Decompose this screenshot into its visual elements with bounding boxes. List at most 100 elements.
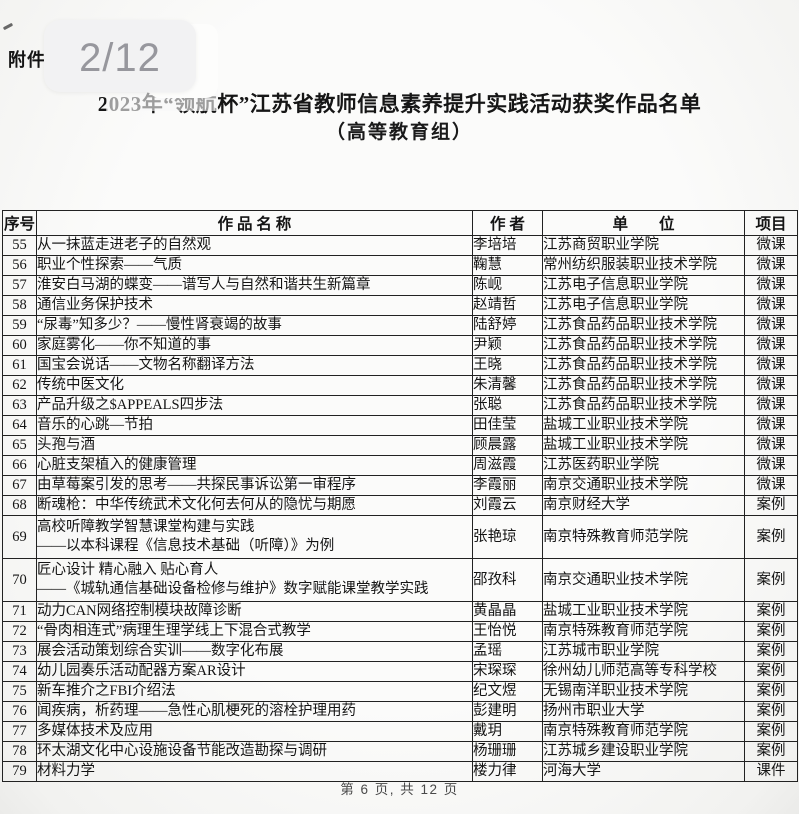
table-row: 65 头孢与酒 顾晨露 盐城工业职业技术学院 微课 <box>2 435 798 456</box>
cell-title: 国宝会说话——文物名称翻译方法 <box>36 355 473 376</box>
cell-category: 微课 <box>744 475 798 496</box>
cell-no: 78 <box>2 741 37 762</box>
table-row: 57 淮安白马湖的蝶变——谱写人与自然和谐共生新篇章 陈岘 江苏电子信息职业学院 微课 <box>2 275 798 296</box>
cell-no: 71 <box>2 601 37 622</box>
table-row: 79 材料力学 楼力律 河海大学 课件 <box>2 761 798 782</box>
cell-no: 69 <box>2 515 37 559</box>
cell-author: 李霞丽 <box>472 475 543 496</box>
cell-title: 匠心设计 精心融入 贴心育人 ——《城轨通信基础设备检修与维护》数字赋能课堂教学实… <box>36 558 473 602</box>
title-line: 闻疾病，析药理——急性心肌梗死的溶栓护理用药 <box>37 703 357 719</box>
title-line: 环太湖文化中心设施设备节能改造勘探与调研 <box>37 743 328 759</box>
cell-title: 音乐的心跳—节拍 <box>36 415 473 436</box>
cell-unit: 常州纺织服装职业技术学院 <box>542 255 745 276</box>
cell-unit: 江苏城乡建设职业学院 <box>542 741 745 762</box>
cell-author: 王怡悦 <box>472 621 543 642</box>
title-line: 动力CAN网络控制模块故障诊断 <box>37 603 242 619</box>
table-row: 67 由草莓案引发的思考——共探民事诉讼第一审程序 李霞丽 南京交通职业技术学院 微课 <box>2 475 798 496</box>
column-header-category: 项目 <box>744 210 798 236</box>
title-line: 匠心设计 精心融入 贴心育人 <box>37 562 219 578</box>
title-line: 淮安白马湖的蝶变——谱写人与自然和谐共生新篇章 <box>37 277 371 293</box>
table-row: 75 新车推介之FBI介绍法 纪文煜 无锡南洋职业技术学院 案例 <box>2 681 798 702</box>
cell-unit: 江苏城市职业学院 <box>542 641 745 662</box>
cell-title: 多媒体技术及应用 <box>36 721 473 742</box>
cell-author: 戴玥 <box>472 721 543 742</box>
cell-unit: 盐城工业职业技术学院 <box>542 601 745 622</box>
cell-category: 课件 <box>744 761 798 782</box>
cell-no: 73 <box>2 641 37 662</box>
cell-title: 产品升级之$APPEALS四步法 <box>36 395 473 416</box>
cell-title: 断魂枪：中华传统武术文化何去何从的隐忧与期愿 <box>36 495 473 516</box>
cell-no: 70 <box>2 558 37 602</box>
table-header-row: 序号 作 品 名 称 作 者 单 位 项目 <box>2 210 798 236</box>
cell-title: 淮安白马湖的蝶变——谱写人与自然和谐共生新篇章 <box>36 275 473 296</box>
cell-author: 田佳莹 <box>472 415 543 436</box>
table-row: 73 展会活动策划综合实训——数字化布展 孟瑶 江苏城市职业学院 案例 <box>2 641 798 662</box>
cell-no: 56 <box>2 255 37 276</box>
cell-unit: 江苏食品药品职业技术学院 <box>542 355 745 376</box>
cell-author: 彭建明 <box>472 701 543 722</box>
cell-author: 张聪 <box>472 395 543 416</box>
title-line: 新车推介之FBI介绍法 <box>37 683 176 699</box>
cell-unit: 江苏食品药品职业技术学院 <box>542 395 745 416</box>
title-line: 幼儿园奏乐活动配器方案AR设计 <box>37 663 246 679</box>
cell-unit: 江苏食品药品职业技术学院 <box>542 315 745 336</box>
title-line: 头孢与酒 <box>37 437 96 453</box>
table-row: 74 幼儿园奏乐活动配器方案AR设计 宋琛琛 徐州幼儿师范高等专科学校 案例 <box>2 661 798 682</box>
cell-author: 周滋霞 <box>472 455 543 476</box>
cell-title: 从一抹蓝走进老子的自然观 <box>36 235 473 256</box>
cell-title: 家庭雾化——你不知道的事 <box>36 335 473 356</box>
cell-category: 案例 <box>744 661 798 682</box>
column-header-title: 作 品 名 称 <box>36 210 473 236</box>
cell-author: 刘霞云 <box>472 495 543 516</box>
title-line: ——《城轨通信基础设备检修与维护》数字赋能课堂教学实践 <box>37 581 429 597</box>
title-line: 通信业务保护技术 <box>37 297 154 313</box>
cell-unit: 南京特殊教育师范学院 <box>542 621 745 642</box>
title-line: 高校听障教学智慧课堂构建与实践 <box>37 519 255 535</box>
cell-unit: 南京交通职业技术学院 <box>542 558 745 602</box>
cell-no: 62 <box>2 375 37 396</box>
cell-title: 头孢与酒 <box>36 435 473 456</box>
cell-unit: 南京财经大学 <box>542 495 745 516</box>
column-header-no: 序号 <box>2 210 37 236</box>
cell-category: 微课 <box>744 255 798 276</box>
cell-author: 朱清馨 <box>472 375 543 396</box>
title-line: 由草莓案引发的思考——共探民事诉讼第一审程序 <box>37 477 357 493</box>
cell-title: 通信业务保护技术 <box>36 295 473 316</box>
cell-title: 高校听障教学智慧课堂构建与实践 ——以本科课程《信息技术基础（听障）》为例 <box>36 515 473 559</box>
cell-author: 邵孜科 <box>472 558 543 602</box>
scan-artifact <box>2 22 14 31</box>
table-row: 78 环太湖文化中心设施设备节能改造勘探与调研 杨珊珊 江苏城乡建设职业学院 案例 <box>2 741 798 762</box>
cell-category: 案例 <box>744 558 798 602</box>
cell-title: 动力CAN网络控制模块故障诊断 <box>36 601 473 622</box>
column-header-author: 作 者 <box>472 210 543 236</box>
title-line: 材料力学 <box>37 763 96 779</box>
title-line: 音乐的心跳—节拍 <box>37 417 154 433</box>
title-line: 多媒体技术及应用 <box>37 723 154 739</box>
cell-no: 60 <box>2 335 37 356</box>
cell-title: “骨肉相连式”病理生理学线上下混合式教学 <box>36 621 473 642</box>
cell-no: 67 <box>2 475 37 496</box>
cell-title: 新车推介之FBI介绍法 <box>36 681 473 702</box>
cell-no: 74 <box>2 661 37 682</box>
cell-no: 75 <box>2 681 37 702</box>
cell-unit: 江苏电子信息职业学院 <box>542 275 745 296</box>
cell-unit: 扬州市职业大学 <box>542 701 745 722</box>
cell-unit: 南京特殊教育师范学院 <box>542 515 745 559</box>
cell-author: 杨珊珊 <box>472 741 543 762</box>
table-row: 76 闻疾病，析药理——急性心肌梗死的溶栓护理用药 彭建明 扬州市职业大学 案例 <box>2 701 798 722</box>
cell-author: 尹颖 <box>472 335 543 356</box>
cell-unit: 江苏食品药品职业技术学院 <box>542 335 745 356</box>
cell-title: 展会活动策划综合实训——数字化布展 <box>36 641 473 662</box>
table-row: 61 国宝会说话——文物名称翻译方法 王晓 江苏食品药品职业技术学院 微课 <box>2 355 798 376</box>
table-row: 60 家庭雾化——你不知道的事 尹颖 江苏食品药品职业技术学院 微课 <box>2 335 798 356</box>
cell-category: 微课 <box>744 295 798 316</box>
title-line: 心脏支架植入的健康管理 <box>37 457 197 473</box>
table-row: 72 “骨肉相连式”病理生理学线上下混合式教学 王怡悦 南京特殊教育师范学院 案例 <box>2 621 798 642</box>
table-row: 69 高校听障教学智慧课堂构建与实践 ——以本科课程《信息技术基础（听障）》为例 张艳… <box>2 515 798 559</box>
cell-no: 64 <box>2 415 37 436</box>
title-line: ——以本科课程《信息技术基础（听障）》为例 <box>37 538 335 554</box>
cell-author: 陈岘 <box>472 275 543 296</box>
title-line: “骨肉相连式”病理生理学线上下混合式教学 <box>37 623 311 639</box>
title-line: 产品升级之$APPEALS四步法 <box>37 397 224 413</box>
cell-unit: 盐城工业职业技术学院 <box>542 435 745 456</box>
